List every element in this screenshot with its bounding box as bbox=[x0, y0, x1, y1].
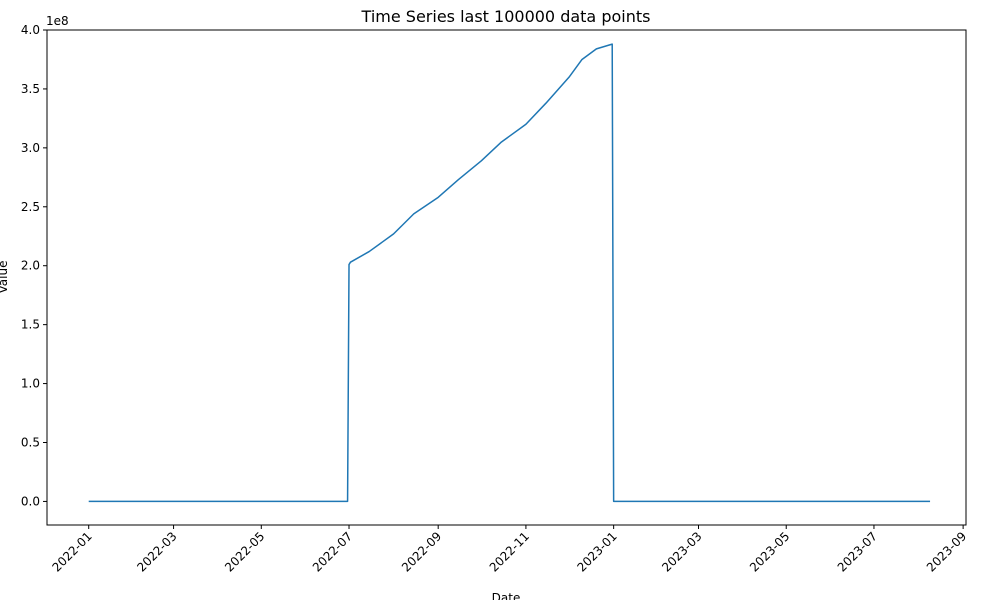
y-tick-label: 4.0 bbox=[21, 23, 40, 37]
x-tick-label: 2022-01 bbox=[49, 529, 94, 574]
x-tick-label: 2022-09 bbox=[399, 529, 444, 574]
x-tick-label: 2022-07 bbox=[310, 529, 355, 574]
series-line-0 bbox=[88, 43, 931, 503]
y-tick-label: 0.5 bbox=[21, 436, 40, 450]
x-tick-label: 2023-07 bbox=[835, 529, 880, 574]
x-axis-label: Date bbox=[492, 591, 521, 600]
x-tick-label: 2022-11 bbox=[487, 529, 532, 574]
plot-area bbox=[88, 43, 931, 503]
x-tick-label: 2023-09 bbox=[924, 529, 969, 574]
y-axis-ticks: 0.0 0.5 1.0 1.5 2.0 2.5 3.0 3.5 4.0 bbox=[21, 23, 47, 508]
y-tick-label: 2.0 bbox=[21, 259, 40, 273]
x-tick-label: 2022-05 bbox=[222, 529, 267, 574]
chart-title: Time Series last 100000 data points bbox=[361, 7, 651, 26]
x-axis-ticks: 2022-01 2022-03 2022-05 2022-07 2022-09 2022-… bbox=[49, 525, 969, 575]
y-tick-label: 1.5 bbox=[21, 318, 40, 332]
x-tick-label: 2023-01 bbox=[574, 529, 619, 574]
y-tick-label: 3.5 bbox=[21, 82, 40, 96]
y-tick-label: 1.0 bbox=[21, 377, 40, 391]
x-tick-label: 2023-03 bbox=[659, 529, 704, 574]
y-tick-label: 2.5 bbox=[21, 200, 40, 214]
y-axis-offset-label: 1e8 bbox=[46, 14, 69, 28]
y-tick-label: 3.0 bbox=[21, 141, 40, 155]
y-axis-label: Value bbox=[0, 261, 10, 294]
x-tick-label: 2023-05 bbox=[747, 529, 792, 574]
plot-frame bbox=[46, 29, 967, 526]
x-tick-label: 2022-03 bbox=[134, 529, 179, 574]
y-tick-label: 0.0 bbox=[21, 494, 40, 508]
